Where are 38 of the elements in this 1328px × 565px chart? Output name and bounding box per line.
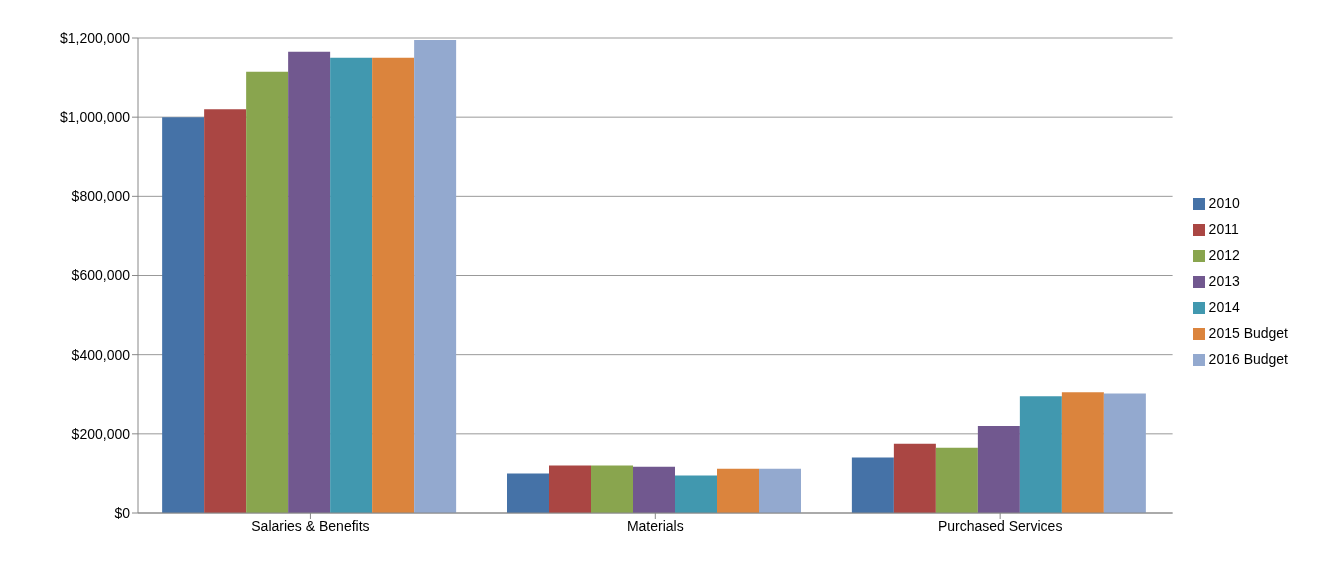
bar bbox=[204, 109, 247, 513]
y-tick-label: $200,000 bbox=[71, 425, 131, 442]
bar bbox=[591, 465, 634, 513]
legend-label: 2010 bbox=[1208, 194, 1240, 211]
bar bbox=[549, 465, 592, 513]
bar bbox=[675, 475, 718, 513]
y-tick-label: $0 bbox=[114, 504, 131, 521]
bar bbox=[372, 57, 415, 513]
bar bbox=[1061, 392, 1104, 513]
y-tick-label: $800,000 bbox=[71, 188, 131, 205]
bar bbox=[935, 447, 978, 513]
legend-label: 2014 bbox=[1208, 298, 1240, 315]
legend-label: 2013 bbox=[1208, 272, 1240, 289]
bar bbox=[162, 117, 205, 513]
legend-label: 2012 bbox=[1208, 246, 1240, 263]
bar bbox=[717, 468, 760, 513]
y-tick-label: $1,000,000 bbox=[59, 109, 131, 126]
bar bbox=[1103, 393, 1146, 513]
bar bbox=[288, 51, 331, 513]
bar bbox=[507, 473, 550, 513]
bar bbox=[246, 71, 289, 513]
bar bbox=[633, 466, 676, 513]
bar bbox=[414, 39, 457, 513]
y-tick-label: $400,000 bbox=[71, 346, 131, 363]
bar bbox=[1019, 396, 1062, 513]
legend-label: 2015 Budget bbox=[1208, 324, 1288, 341]
x-tick-label: Salaries & Benefits bbox=[251, 517, 370, 534]
x-tick-label: Purchased Services bbox=[937, 517, 1063, 534]
bar bbox=[893, 443, 936, 513]
legend-label: 2016 Budget bbox=[1208, 350, 1288, 367]
y-tick-label: $1,200,000 bbox=[59, 29, 131, 46]
bar bbox=[851, 457, 894, 513]
bar bbox=[977, 425, 1020, 513]
bar bbox=[330, 57, 373, 513]
bar bbox=[759, 468, 802, 513]
x-tick-label: Materials bbox=[626, 517, 684, 534]
legend-label: 2011 bbox=[1208, 220, 1239, 237]
y-tick-label: $600,000 bbox=[71, 267, 131, 284]
